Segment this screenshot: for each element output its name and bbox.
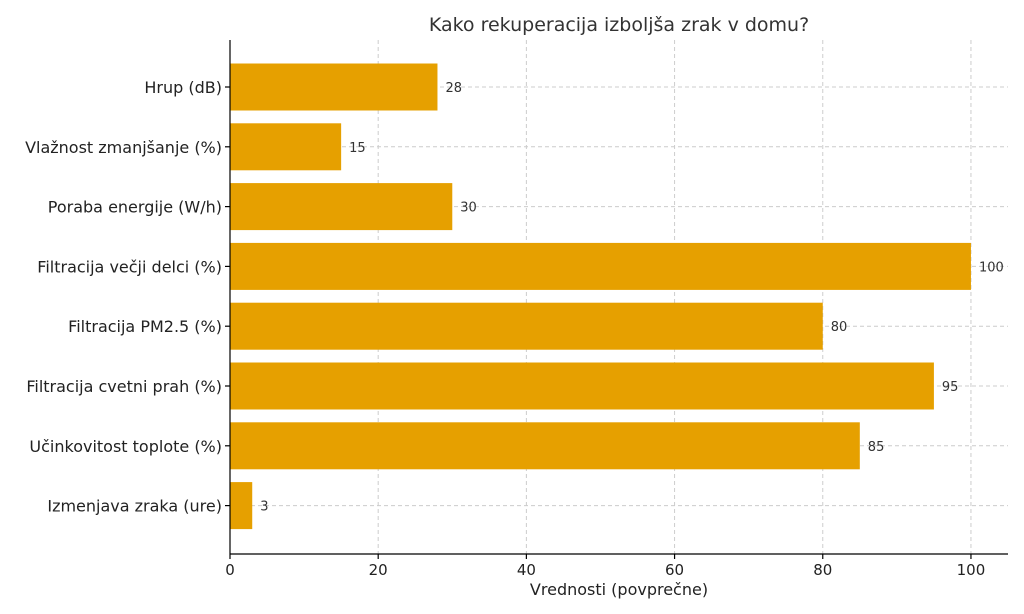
x-tick-labels: 0 20 40 60 80 100 (225, 86, 986, 579)
chart-title: Kako rekuperacija izboljša zrak v domu? (429, 14, 809, 36)
bar (230, 242, 971, 290)
category-label: Učinkovitost toplote (%) (29, 437, 222, 456)
x-tick-label: 0 (225, 561, 235, 579)
bars (230, 63, 971, 530)
category-label: Vlažnost zmanjšanje (%) (25, 138, 222, 157)
x-tick-label: 40 (517, 561, 536, 579)
bar-value-label: 15 (349, 141, 366, 156)
bar-value-label: 3 (260, 500, 268, 515)
x-tick-label: 60 (665, 561, 684, 579)
value-labels: 28 15 30 100 80 95 85 3 (260, 81, 1004, 515)
category-label: Filtracija cvetni prah (%) (26, 377, 222, 396)
bar-value-label: 100 (979, 260, 1004, 275)
bar (230, 362, 934, 410)
bar (230, 183, 453, 231)
bar (230, 302, 823, 350)
x-tick-label: 100 (957, 561, 986, 579)
category-label: Filtracija PM2.5 (%) (68, 317, 222, 336)
bar-value-label: 95 (942, 380, 959, 395)
bar-value-label: 30 (460, 201, 477, 216)
category-label: Izmenjava zraka (ure) (47, 497, 222, 516)
bar-value-label: 28 (445, 81, 462, 96)
bar (230, 422, 860, 470)
x-tick-label: 80 (813, 561, 832, 579)
bar (230, 63, 438, 111)
bar-value-label: 85 (868, 440, 885, 455)
bar-value-label: 80 (831, 320, 848, 335)
bar (230, 482, 253, 530)
x-axis-label: Vrednosti (povprečne) (530, 580, 708, 599)
grid-lines (230, 40, 1008, 554)
category-label: Filtracija večji delci (%) (37, 257, 222, 276)
x-tick-label: 20 (369, 561, 388, 579)
category-label: Hrup (dB) (144, 78, 222, 97)
bar (230, 123, 342, 171)
category-labels: Hrup (dB) Vlažnost zmanjšanje (%) Poraba e… (25, 78, 222, 516)
category-label: Poraba energije (W/h) (48, 198, 222, 217)
